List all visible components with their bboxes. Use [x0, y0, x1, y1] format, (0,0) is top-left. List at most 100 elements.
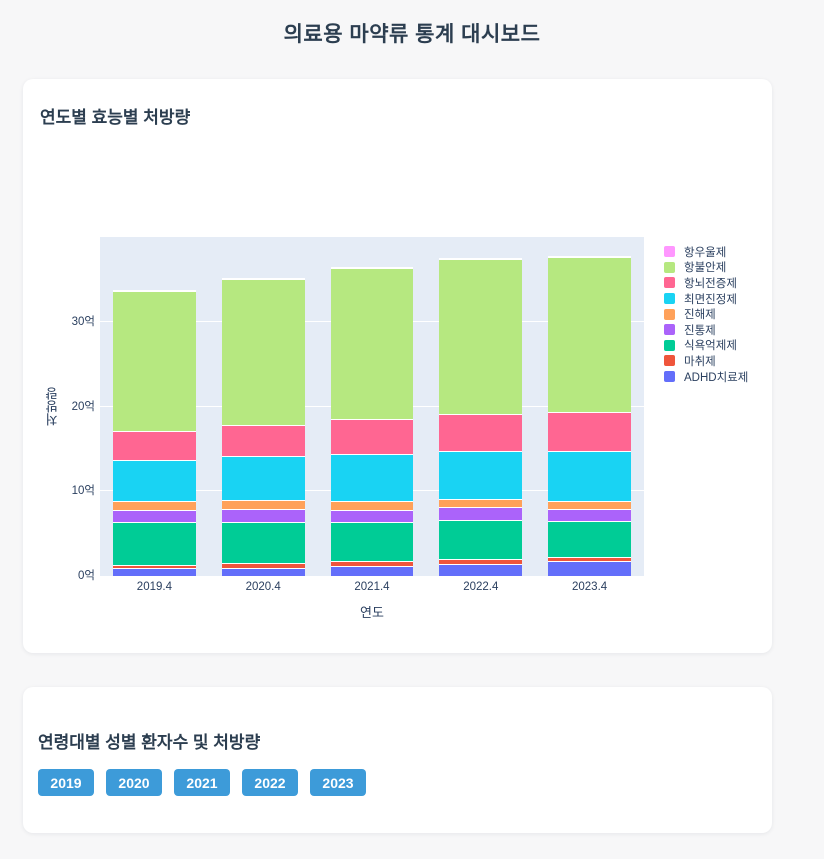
bars-layer: [100, 237, 644, 576]
bar-segment-항뇌전증제: [113, 431, 196, 460]
bar-slot: [209, 237, 318, 576]
plot-wrap: 2019.4 2020.4 2021.4 2022.4 2023.4 연도: [100, 237, 644, 621]
bar-segment-진통제: [548, 509, 631, 521]
legend-label: 항불안제: [684, 262, 727, 275]
legend-swatch-icon: [664, 371, 675, 383]
legend-swatch-icon: [664, 324, 675, 336]
bar-segment-식욕억제제: [439, 519, 523, 560]
x-axis-title: 연도: [360, 605, 384, 620]
y-axis-ticks: 0억 10억 20억 30억: [65, 237, 100, 582]
legend-label: 마취제: [684, 355, 716, 368]
y-axis-title: 처방량: [45, 387, 60, 426]
legend-label: ADHD치료제: [684, 371, 749, 384]
legend-item-ADHD치료제[interactable]: ADHD치료제: [664, 369, 748, 385]
x-tick-label: 2019.4: [136, 581, 172, 593]
bar-segment-식욕억제제: [548, 520, 631, 557]
bar-segment-항뇌전증제: [330, 419, 414, 454]
bar-segment-ADHD치료제: [330, 565, 414, 576]
legend-swatch-icon: [664, 261, 675, 273]
stacked-bar-2020.4: [221, 237, 305, 576]
bar-segment-진해제: [221, 499, 305, 510]
y-tick-label: 0억: [78, 570, 95, 582]
bar-segment-항불안제: [221, 279, 305, 426]
year-button-2021[interactable]: 2021: [174, 769, 230, 796]
year-button-2022[interactable]: 2022: [242, 769, 298, 796]
legend-swatch-icon: [664, 355, 675, 367]
bar-segment-진해제: [439, 499, 523, 508]
x-tick-label: 2021.4: [354, 581, 390, 593]
y-tick-label: 10억: [71, 485, 95, 498]
bar-segment-ADHD치료제: [439, 563, 523, 576]
legend-swatch-icon: [664, 293, 675, 305]
x-tick-label: 2023.4: [571, 581, 608, 593]
bar-segment-항불안제: [548, 256, 631, 412]
bar-segment-최면진정제: [439, 451, 523, 500]
bar-slot: [426, 237, 535, 576]
section-title-age-gender: 연령대별 성별 환자수 및 처방량: [38, 733, 261, 752]
bar-segment-ADHD치료제: [221, 567, 305, 576]
legend-swatch-icon: [664, 308, 675, 320]
legend-item-항불안제[interactable]: 항불안제: [664, 260, 748, 276]
x-tick-label: 2022.4: [463, 581, 499, 593]
bar-segment-항우울제: [221, 278, 305, 280]
bar-segment-마취제: [439, 559, 523, 564]
prescription-chart-card: 연도별 효능별 처방량 처방량 0억 10억 20억 30억 2019.4 2020.4…: [23, 79, 772, 653]
bar-segment-마취제: [548, 556, 631, 561]
legend-item-최면진정제[interactable]: 최면진정제: [664, 291, 748, 307]
bar-segment-최면진정제: [221, 455, 305, 500]
bar-segment-항우울제: [330, 266, 414, 268]
bar-segment-마취제: [221, 563, 305, 568]
year-button-2020[interactable]: 2020: [106, 769, 162, 796]
bar-segment-ADHD치료제: [548, 560, 631, 576]
y-tick-label: 20억: [71, 400, 95, 413]
bar-segment-식욕억제제: [113, 522, 196, 565]
bar-segment-항우울제: [113, 290, 196, 292]
bar-segment-진통제: [113, 509, 196, 523]
page-title: 의료용 마약류 통계 대시보드: [283, 23, 541, 46]
bar-segment-진해제: [330, 500, 414, 510]
legend-label: 진해제: [684, 309, 716, 322]
legend-label: 항뇌전증제: [684, 277, 737, 290]
bar-segment-마취제: [330, 561, 414, 566]
legend-item-항뇌전증제[interactable]: 항뇌전증제: [664, 275, 748, 291]
bar-segment-항불안제: [113, 291, 196, 432]
bar-segment-항뇌전증제: [548, 411, 631, 451]
bar-segment-항우울제: [439, 258, 523, 260]
year-button-2023[interactable]: 2023: [310, 769, 366, 796]
bar-segment-항불안제: [439, 259, 523, 415]
bar-segment-최면진정제: [113, 459, 196, 502]
stacked-bar-2023.4: [548, 237, 631, 576]
bar-segment-최면진정제: [548, 450, 631, 501]
bar-segment-ADHD치료제: [113, 568, 196, 576]
legend-label: 진통제: [684, 324, 716, 337]
legend-item-식욕억제제[interactable]: 식욕억제제: [664, 338, 748, 354]
bar-segment-식욕억제제: [221, 521, 305, 564]
legend-item-마취제[interactable]: 마취제: [664, 353, 748, 369]
legend-swatch-icon: [664, 277, 675, 289]
bar-slot: [535, 237, 644, 576]
page-header: 의료용 마약류 통계 대시보드: [0, 0, 824, 48]
x-tick-label: 2020.4: [245, 581, 281, 593]
year-button-2019[interactable]: 2019: [38, 769, 94, 796]
bar-segment-진통제: [221, 509, 305, 522]
bar-segment-진해제: [548, 500, 631, 510]
stacked-bar-2021.4: [330, 237, 414, 576]
bar-segment-항뇌전증제: [439, 414, 523, 452]
bar-segment-식욕억제제: [330, 522, 414, 562]
legend-label: 최면진정제: [684, 293, 737, 306]
bar-segment-최면진정제: [330, 454, 414, 501]
legend-label: 식욕억제제: [684, 340, 737, 353]
stacked-bar-2022.4: [439, 237, 523, 576]
bar-slot: [318, 237, 427, 576]
age-gender-card: 연령대별 성별 환자수 및 처방량 2019 2020 2021 2022 2023: [23, 687, 772, 833]
plot-area: [100, 237, 644, 576]
year-button-row: 2019 2020 2021 2022 2023: [38, 769, 757, 796]
bar-segment-항우울제: [548, 255, 631, 257]
bar-segment-마취제: [113, 564, 196, 569]
legend-item-항우울제[interactable]: 항우울제: [664, 244, 748, 260]
stacked-bar-chart: 처방량 0억 10억 20억 30억 2019.4 2020.4 2021.4 2022.4…: [40, 237, 755, 621]
legend-item-진해제[interactable]: 진해제: [664, 306, 748, 322]
legend-item-진통제[interactable]: 진통제: [664, 322, 748, 338]
legend-swatch-icon: [664, 246, 675, 258]
